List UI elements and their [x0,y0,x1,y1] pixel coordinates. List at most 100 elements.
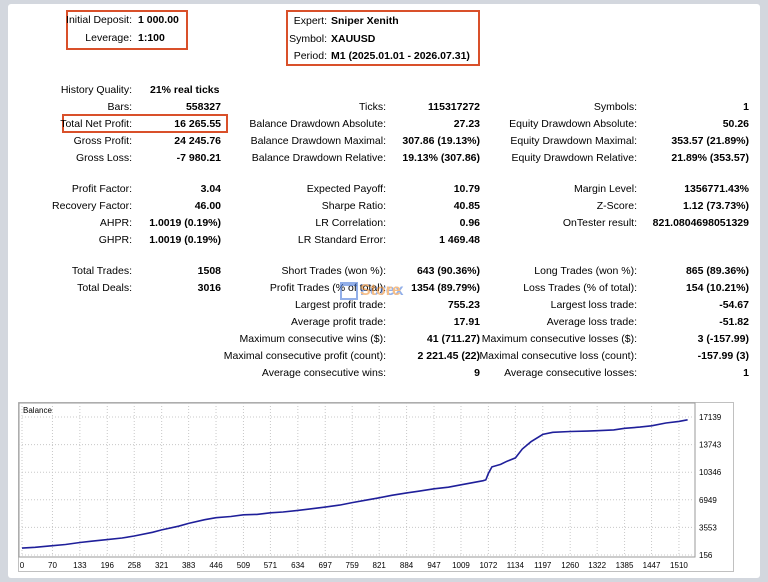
y-tick-labels: 17139 13743 10346 6949 3553 156 [699,413,722,560]
initial-deposit-value: 1 000.00 [138,14,179,26]
equity-drawdown-relative-label: Equity Drawdown Relative: [511,152,637,164]
x-tick-label: 697 [319,561,333,570]
long-trades-label: Long Trades (won %): [534,265,637,277]
x-tick-label: 321 [155,561,169,570]
bars-value: 558327 [185,101,221,113]
recovery-factor-value: 46.00 [194,200,221,212]
lr-standard-error-value: 1 469.48 [439,234,480,246]
average-loss-trade-value: -51.82 [719,316,749,328]
symbols-label: Symbols: [593,101,637,113]
period-label: Period: [293,50,327,62]
x-tick-label: 1385 [616,561,634,570]
expected-payoff-value: 10.79 [453,183,480,195]
average-consecutive-wins-value: 9 [474,367,480,379]
initial-deposit-label: Initial Deposit: [66,14,132,26]
recovery-factor-label: Recovery Factor: [52,200,132,212]
loss-trades-label: Loss Trades (% of total): [523,282,637,294]
equity-drawdown-maximal-value: 353.57 (21.89%) [671,135,749,147]
expected-payoff-label: Expected Payoff: [306,183,386,195]
largest-loss-trade-label: Largest loss trade: [550,299,637,311]
largest-profit-trade-label: Largest profit trade: [294,299,386,311]
z-score-value: 1.12 (73.73%) [683,200,749,212]
x-tick-label: 759 [346,561,360,570]
sharpe-ratio-label: Sharpe Ratio: [321,200,386,212]
leverage-label: Leverage: [85,32,132,44]
total-net-profit-label: Total Net Profit: [60,118,132,130]
y-tick-label: 13743 [699,441,722,450]
ghpr-label: GHPR: [98,234,132,246]
total-deals-label: Total Deals: [77,282,132,294]
gross-profit-value: 24 245.76 [174,135,221,147]
total-net-profit-value: 16 265.55 [174,118,221,130]
lr-standard-error-label: LR Standard Error: [297,234,386,246]
equity-drawdown-absolute-value: 50.26 [722,118,749,130]
sharpe-ratio-value: 40.85 [453,200,480,212]
margin-level-label: Margin Level: [573,183,637,195]
average-profit-trade-label: Average profit trade: [291,316,386,328]
average-consecutive-losses-value: 1 [743,367,749,379]
profit-factor-value: 3.04 [200,183,221,195]
x-tick-label: 634 [291,561,305,570]
leverage-value: 1:100 [138,32,165,44]
balance-drawdown-absolute-label: Balance Drawdown Absolute: [249,118,386,130]
max-consecutive-wins-value: 41 (711.27) [426,333,480,345]
balance-chart: Balance 0 70 133 196 258 321 383 446 509 571 634 69… [18,402,734,572]
gross-loss-value: -7 980.21 [176,152,221,164]
balance-drawdown-relative-value: 19.13% (307.86) [402,152,480,164]
x-tick-label: 258 [128,561,142,570]
x-tick-label: 509 [237,561,251,570]
watermark-text-forex: Forex [360,282,404,299]
ticks-label: Ticks: [358,101,386,113]
ontester-result-label: OnTester result: [562,217,637,229]
largest-loss-trade-value: -54.67 [719,299,749,311]
x-tick-label: 571 [264,561,278,570]
x-tick-label: 133 [73,561,87,570]
x-tick-label: 70 [48,561,57,570]
expert-label: Expert: [293,15,327,27]
y-tick-label: 156 [699,551,713,560]
balance-chart-svg: Balance 0 70 133 196 258 321 383 446 509 571 634 69… [18,402,734,572]
y-tick-label: 10346 [699,468,722,477]
watermark-text-store: Store [360,282,401,299]
max-consecutive-wins-label: Maximum consecutive wins ($): [239,333,386,345]
balance-line [21,419,688,549]
balance-drawdown-maximal-label: Balance Drawdown Maximal: [250,135,386,147]
average-loss-trade-label: Average loss trade: [546,316,637,328]
lr-correlation-value: 0.96 [459,217,480,229]
short-trades-label: Short Trades (won %): [281,265,386,277]
forex-storefront-icon [340,282,358,300]
x-tick-label: 1322 [588,561,606,570]
x-tick-label: 0 [20,561,25,570]
deposit-highlight-box [66,10,188,50]
equity-drawdown-relative-value: 21.89% (353.57) [671,152,749,164]
balance-drawdown-relative-label: Balance Drawdown Relative: [251,152,386,164]
x-tick-label: 1009 [452,561,470,570]
gross-loss-label: Gross Loss: [75,152,132,164]
expert-highlight-box [286,10,480,66]
max-consecutive-losses-label: Maximum consecutive losses ($): [481,333,637,345]
history-quality-value: 21% real ticks [150,84,220,96]
balance-drawdown-maximal-value: 307.86 (19.13%) [402,135,480,147]
expert-value: Sniper Xenith [331,15,399,27]
gross-profit-label: Gross Profit: [73,135,132,147]
lr-correlation-label: LR Correlation: [315,217,386,229]
balance-drawdown-absolute-value: 27.23 [453,118,480,130]
long-trades-value: 865 (89.36%) [685,265,749,277]
x-tick-label: 947 [427,561,441,570]
y-tick-label: 3553 [699,523,717,532]
total-trades-value: 1508 [197,265,221,277]
chart-title: Balance [23,406,52,415]
total-deals-value: 3016 [197,282,221,294]
average-consecutive-wins-label: Average consecutive wins: [261,367,386,379]
average-consecutive-losses-label: Average consecutive losses: [504,367,637,379]
maximal-consecutive-loss-value: -157.99 (3) [697,350,749,362]
net-profit-highlight-box [62,114,228,133]
maximal-consecutive-profit-value: 2 221.45 (22) [417,350,480,362]
x-tick-label: 383 [182,561,196,570]
x-tick-label: 821 [373,561,387,570]
average-profit-trade-value: 17.91 [453,316,480,328]
period-value: M1 (2025.01.01 - 2026.07.31) [331,50,470,62]
ahpr-value: 1.0019 (0.19%) [149,217,221,229]
equity-drawdown-absolute-label: Equity Drawdown Absolute: [509,118,637,130]
x-tick-label: 1447 [643,561,661,570]
